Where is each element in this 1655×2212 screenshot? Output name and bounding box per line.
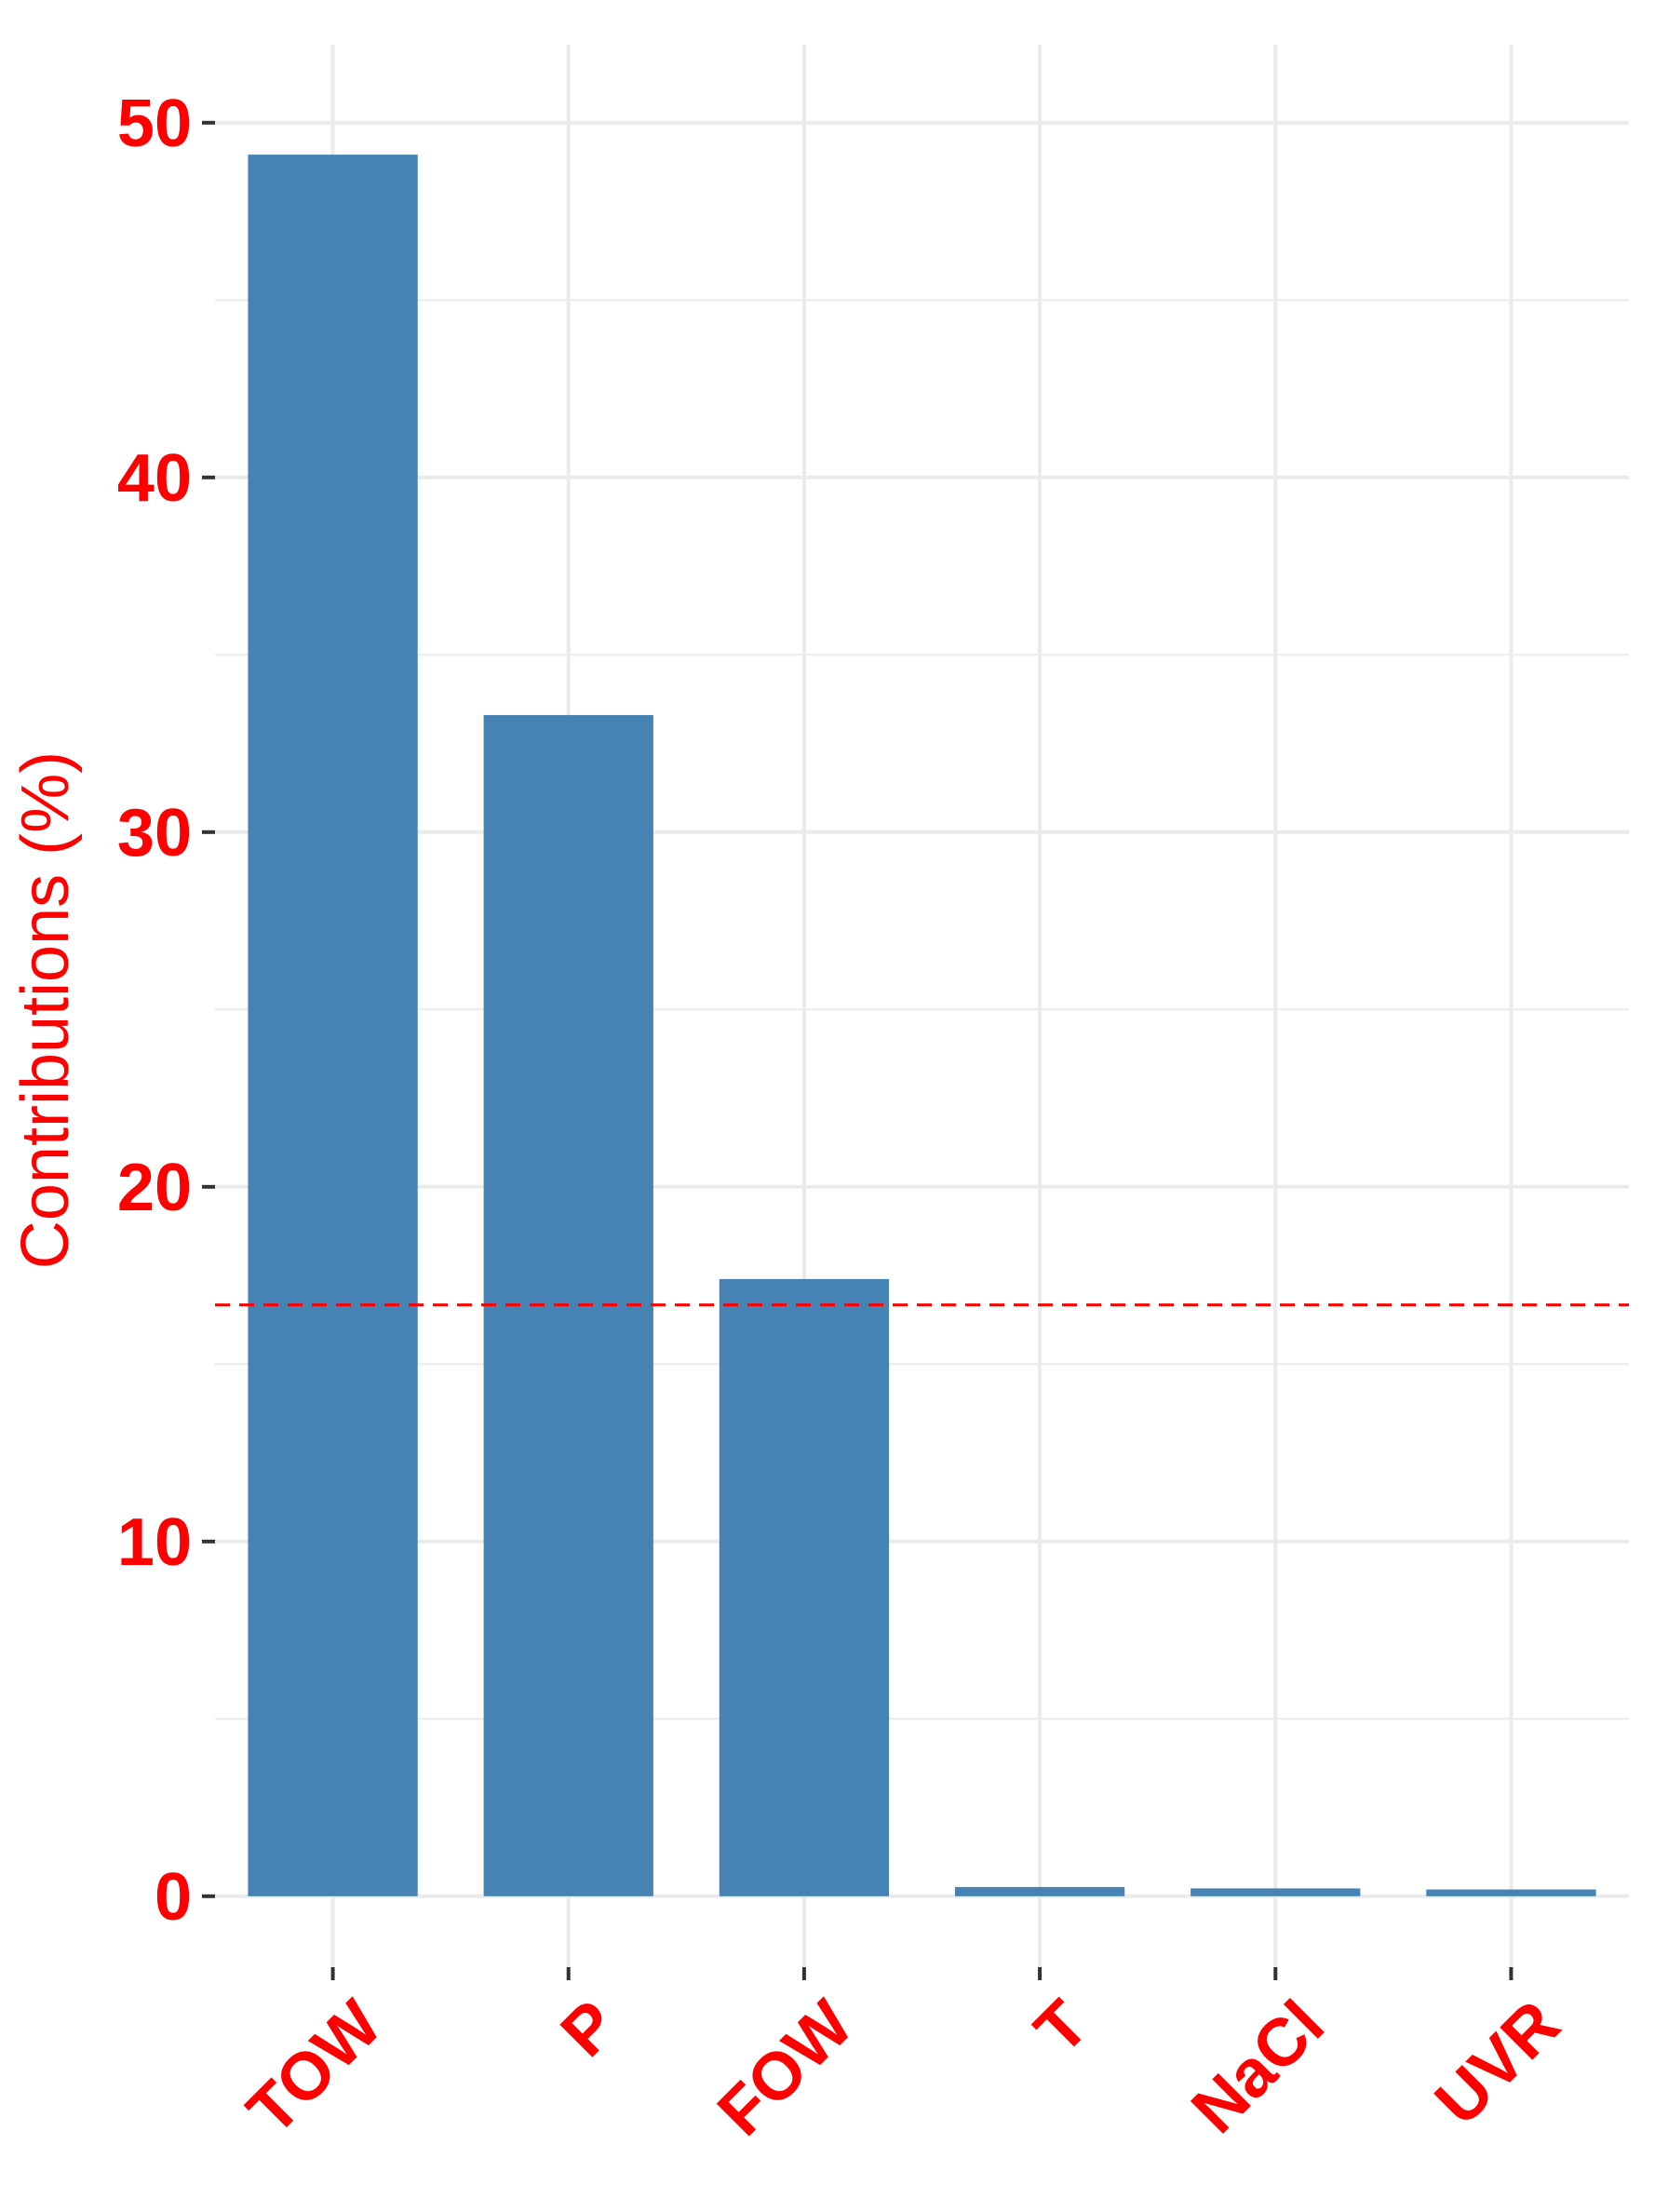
x-tick-label-p: P <box>547 1987 632 2071</box>
bars-layer <box>248 155 1596 1896</box>
grid-layer <box>215 45 1629 1967</box>
y-tick-label: 20 <box>117 1151 192 1225</box>
bar-uvr <box>1426 1889 1596 1896</box>
y-tick-label: 40 <box>117 441 192 516</box>
x-tick-label-nacl: NaCl <box>1177 1987 1339 2148</box>
y-tick-label: 0 <box>155 1860 192 1935</box>
y-tick-label: 50 <box>117 87 192 161</box>
bar-tow <box>248 155 418 1896</box>
x-tick-label-uvr: UVR <box>1421 1987 1574 2139</box>
x-tick-label-fow: FOW <box>704 1987 867 2150</box>
x-tick-label-t: T <box>1021 1987 1103 2069</box>
y-tick-label: 10 <box>117 1505 192 1580</box>
bar-fow <box>719 1278 890 1896</box>
bar-t <box>954 1886 1125 1896</box>
y-tick-label: 30 <box>117 796 192 870</box>
x-tick-label-tow: TOW <box>234 1987 396 2149</box>
y-axis-title: Contributions (%) <box>8 751 83 1269</box>
bar-nacl <box>1191 1888 1361 1896</box>
